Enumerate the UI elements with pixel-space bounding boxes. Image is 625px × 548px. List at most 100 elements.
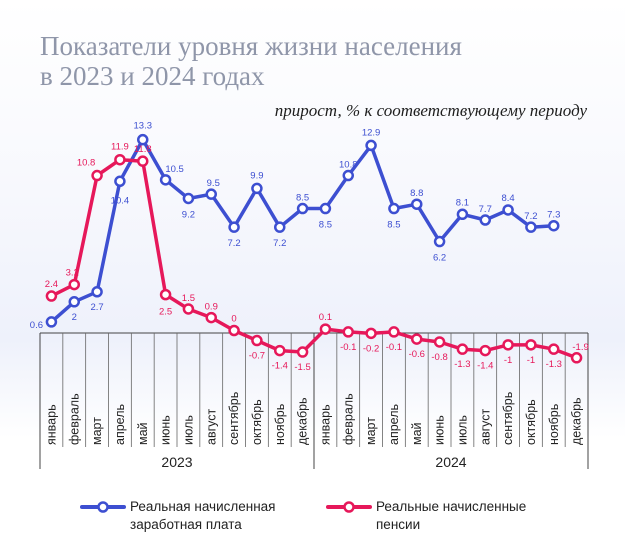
legend-label-pensions: Реальные начисленные пенсии <box>376 499 527 532</box>
data-point-wages <box>411 198 423 210</box>
legend-label-wages: Реальная начисленная заработная плата <box>130 499 276 532</box>
data-point-wages <box>45 316 58 328</box>
data-point-pensions <box>525 339 537 351</box>
x-tick-label: июль <box>181 415 195 445</box>
data-label-wages: 7.2 <box>524 211 537 222</box>
data-point-wages <box>479 214 491 226</box>
data-point-wages <box>342 169 354 182</box>
data-label-wages: 7.3 <box>547 210 560 221</box>
x-tick-label: октябрь <box>524 399 538 445</box>
chart-title-line-2: в 2023 и 2024 годах <box>40 61 265 91</box>
data-label-pensions: -0.8 <box>431 352 447 363</box>
series-line-pensions <box>49 157 579 360</box>
data-label-wages: 6.2 <box>433 253 446 264</box>
data-label-wages: 8.4 <box>501 193 514 204</box>
x-tick-label: январь <box>318 404 332 445</box>
series-pensions: 2.4 3.2 10.8 11.9 11.8 2.5 1.5 0.9 0 -0.7 -1.4 -1.5… <box>45 142 589 373</box>
series-wages: 0.6 2 2.7 10.4 13.3 10.5 9.2 9.5 7.2 9.9 7.2 8.5 8.5… <box>30 121 561 331</box>
data-label-wages: 9.9 <box>250 170 263 181</box>
data-label-pensions: -1.3 <box>546 359 562 370</box>
data-label-pensions: -1 <box>504 355 512 366</box>
x-tick-label: апрель <box>387 404 401 445</box>
data-point-wages <box>182 192 195 205</box>
data-label-pensions: -1.4 <box>272 361 288 372</box>
x-tick-label: март <box>90 417 104 445</box>
data-label-wages: 8.5 <box>387 220 400 231</box>
data-point-pensions <box>433 336 446 348</box>
data-point-wages <box>251 182 263 195</box>
x-axis: январь февраль март апрель май июнь июль август… <box>39 332 589 470</box>
x-tick-label: октябрь <box>250 399 264 445</box>
x-tick-label: ноябрь <box>547 404 561 445</box>
data-label-wages: 0.6 <box>30 320 43 331</box>
data-label-pensions: -1 <box>527 355 535 366</box>
data-label-wages: 12.9 <box>362 127 381 138</box>
data-point-pensions <box>388 326 400 338</box>
data-label-wages: 9.2 <box>182 209 195 220</box>
data-point-pensions <box>479 344 491 357</box>
data-label-pensions: -0.1 <box>386 342 402 353</box>
data-label-wages: 7.2 <box>273 238 286 249</box>
x-tick-label: июнь <box>433 415 447 445</box>
data-point-wages <box>319 202 332 215</box>
data-point-wages <box>525 221 537 233</box>
x-tick-label: декабрь <box>570 397 584 445</box>
data-point-pensions <box>45 290 58 302</box>
x-tick-label: май <box>136 422 150 445</box>
data-point-pensions <box>296 346 309 358</box>
data-label-pensions: 11.8 <box>134 144 152 155</box>
data-point-wages <box>274 221 286 233</box>
legend-item-wages: Реальная начисленная заработная плата <box>80 498 320 534</box>
data-point-pensions <box>570 352 583 364</box>
data-point-wages <box>548 219 560 232</box>
data-point-wages <box>91 286 103 298</box>
data-label-wages: 9.5 <box>207 178 220 189</box>
data-point-wages <box>228 221 240 233</box>
data-point-pensions <box>365 327 377 340</box>
data-label-pensions: -1.4 <box>477 361 493 372</box>
legend-item-pensions: Реальные начисленные пенсии <box>326 498 556 534</box>
data-point-wages <box>433 235 446 248</box>
x-tick-label: ноябрь <box>273 404 287 445</box>
data-point-pensions <box>68 278 80 291</box>
data-point-wages <box>159 174 172 186</box>
data-label-wages: 7.2 <box>227 238 240 249</box>
data-point-wages <box>114 175 126 188</box>
data-point-pensions <box>319 323 332 335</box>
data-point-wages <box>205 188 217 200</box>
x-tick-label: сентябрь <box>501 392 515 445</box>
data-point-wages <box>296 202 309 215</box>
data-point-wages <box>365 139 377 152</box>
data-point-pensions <box>411 333 423 345</box>
data-point-wages <box>137 133 149 146</box>
data-label-pensions: 0.1 <box>319 312 332 323</box>
x-tick-label: июнь <box>159 415 173 445</box>
data-point-pensions <box>274 344 286 357</box>
data-point-pensions <box>137 155 149 167</box>
chart-subtitle: прирост, % к соответствующему периоду <box>274 101 587 120</box>
year-label: 2024 <box>435 454 466 470</box>
data-point-pensions <box>114 153 126 166</box>
data-point-pensions <box>342 326 354 338</box>
data-point-wages <box>456 208 469 221</box>
x-tick-label: сентябрь <box>227 392 241 445</box>
data-point-pensions <box>182 303 195 315</box>
year-label: 2023 <box>161 454 192 470</box>
data-label-wages: 2 <box>72 312 77 323</box>
data-label-pensions: -0.2 <box>363 343 379 354</box>
data-label-pensions: -1.9 <box>572 342 588 353</box>
legend-marker-wages <box>80 501 126 513</box>
data-label-wages: 13.3 <box>134 121 153 132</box>
data-point-pensions <box>502 339 514 351</box>
data-label-pensions: 2.5 <box>159 307 172 318</box>
data-point-pensions <box>159 288 172 301</box>
series-line-wages <box>49 137 556 324</box>
data-label-pensions: 2.4 <box>45 279 58 290</box>
data-label-pensions: -1.5 <box>294 362 310 373</box>
x-tick-label: август <box>204 408 218 445</box>
x-tick-label: август <box>478 408 492 445</box>
data-label-wages: 2.7 <box>90 302 103 313</box>
x-tick-label: март <box>364 417 378 445</box>
data-point-pensions <box>251 334 263 347</box>
